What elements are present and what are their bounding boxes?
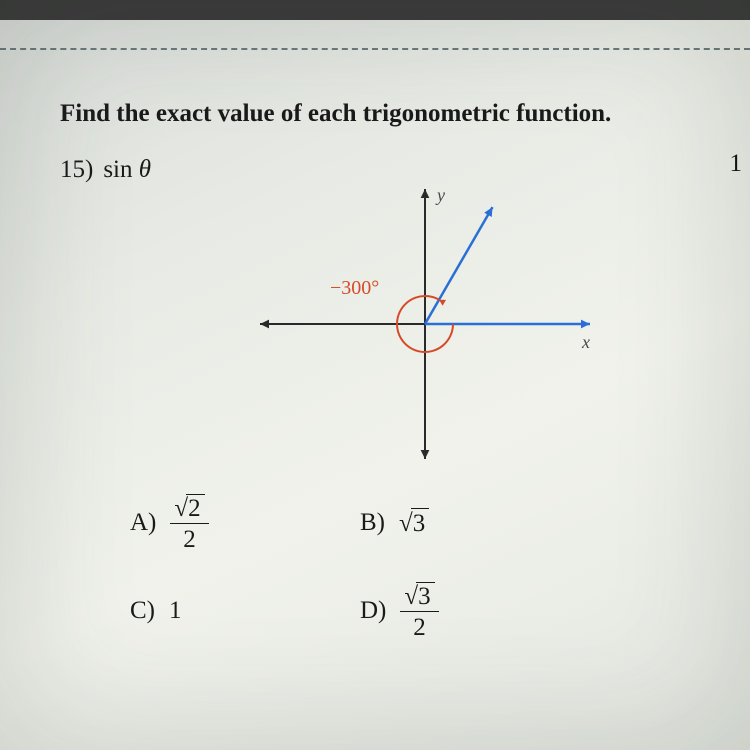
choice-a[interactable]: A) √2 2 bbox=[130, 494, 360, 552]
angle-diagram: y x −300° bbox=[250, 174, 600, 464]
window-top-bar bbox=[0, 0, 750, 20]
answer-choices: A) √2 2 B) √3 C) 1 D) √3 2 bbox=[130, 494, 710, 640]
choice-c[interactable]: C) 1 bbox=[130, 582, 360, 640]
svg-text:−300°: −300° bbox=[330, 277, 379, 299]
choice-d[interactable]: D) √3 2 bbox=[360, 582, 590, 640]
choice-label: C) bbox=[130, 597, 155, 625]
choice-text: 1 bbox=[169, 597, 182, 625]
choice-label: A) bbox=[130, 509, 156, 537]
margin-number: 1 bbox=[730, 150, 743, 178]
fraction: √3 2 bbox=[400, 582, 438, 640]
question-number: 15) bbox=[60, 156, 93, 184]
question-variable: θ bbox=[139, 156, 151, 184]
page-content: Find the exact value of each trigonometr… bbox=[0, 50, 750, 640]
diagram-svg: y x −300° bbox=[250, 174, 600, 464]
choice-b[interactable]: B) √3 bbox=[360, 494, 590, 552]
section-prompt: Find the exact value of each trigonometr… bbox=[60, 100, 710, 128]
sqrt: √3 bbox=[399, 508, 429, 538]
svg-text:y: y bbox=[435, 185, 445, 205]
svg-text:x: x bbox=[581, 332, 590, 352]
choice-label: D) bbox=[360, 597, 386, 625]
fraction: √2 2 bbox=[170, 494, 208, 552]
question-func: sin bbox=[103, 156, 132, 184]
choice-label: B) bbox=[360, 509, 385, 537]
